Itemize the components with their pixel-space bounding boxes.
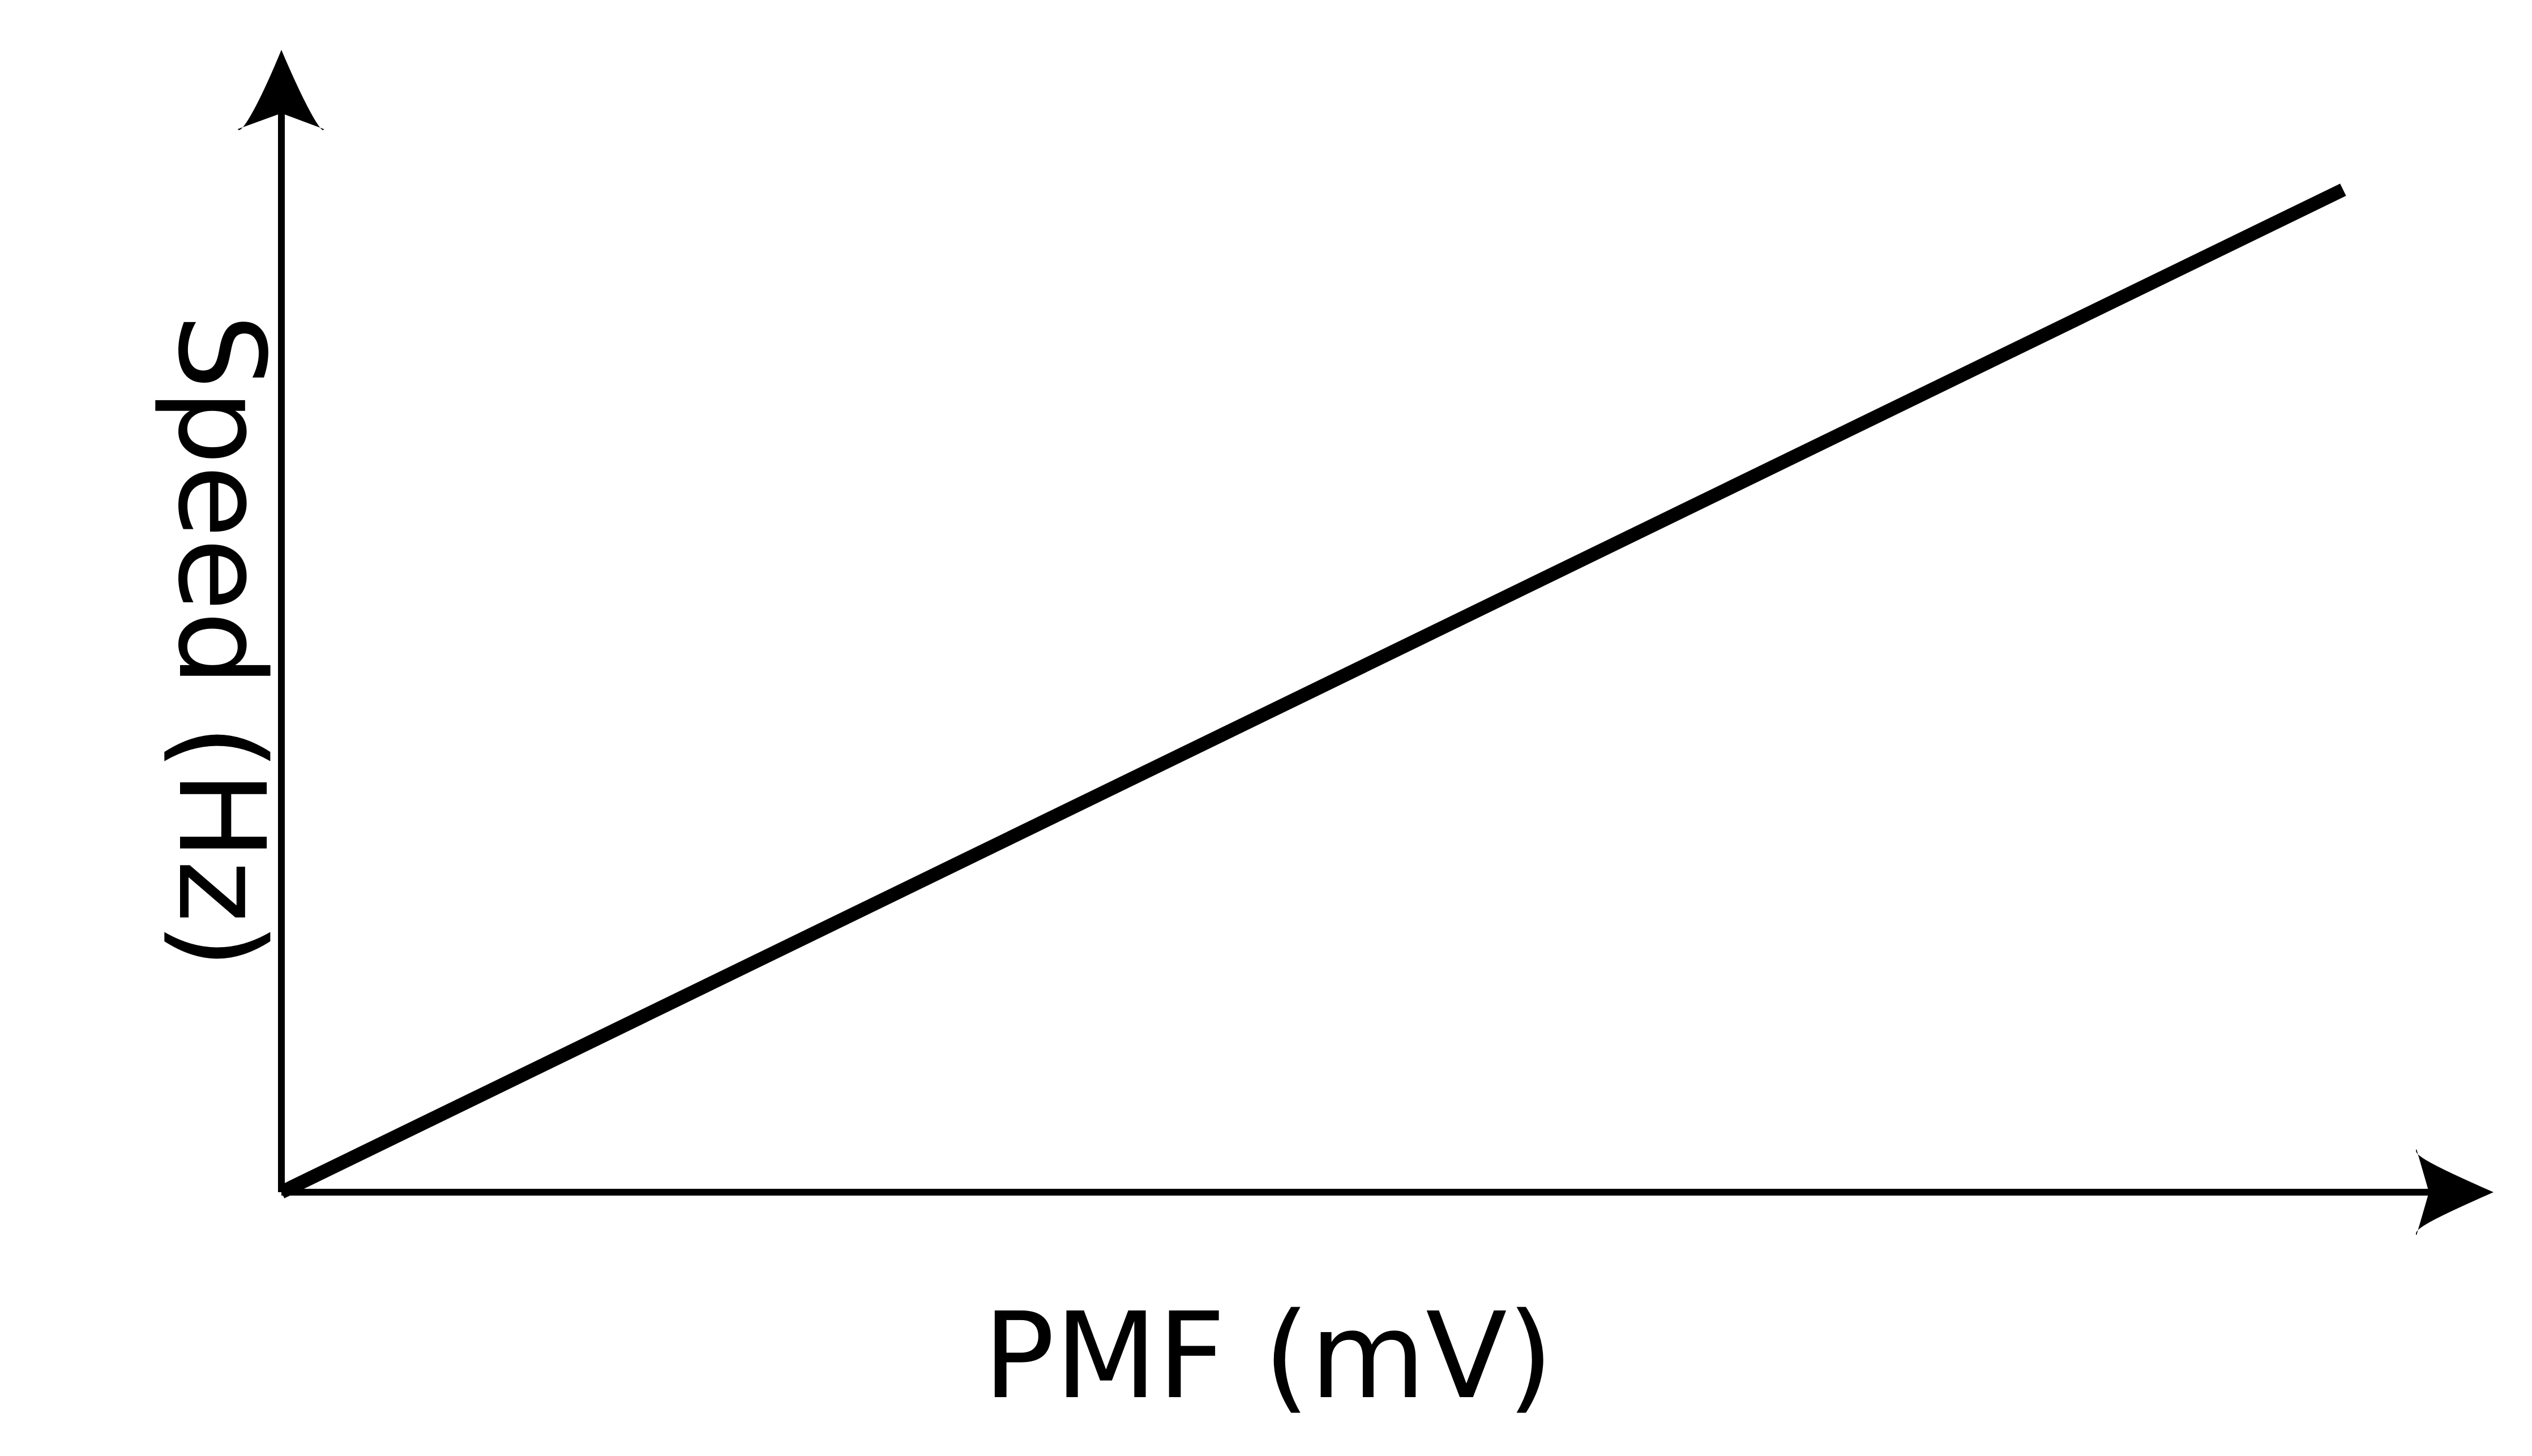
y-axis-arrow-icon xyxy=(238,50,324,130)
series-layer xyxy=(278,183,2346,1198)
x-axis-arrow-icon xyxy=(2416,1149,2493,1235)
series-line xyxy=(278,183,2346,1198)
x-axis-label: PMF (mV) xyxy=(983,1287,1553,1425)
y-axis-label: Speed (Hz) xyxy=(152,314,290,969)
